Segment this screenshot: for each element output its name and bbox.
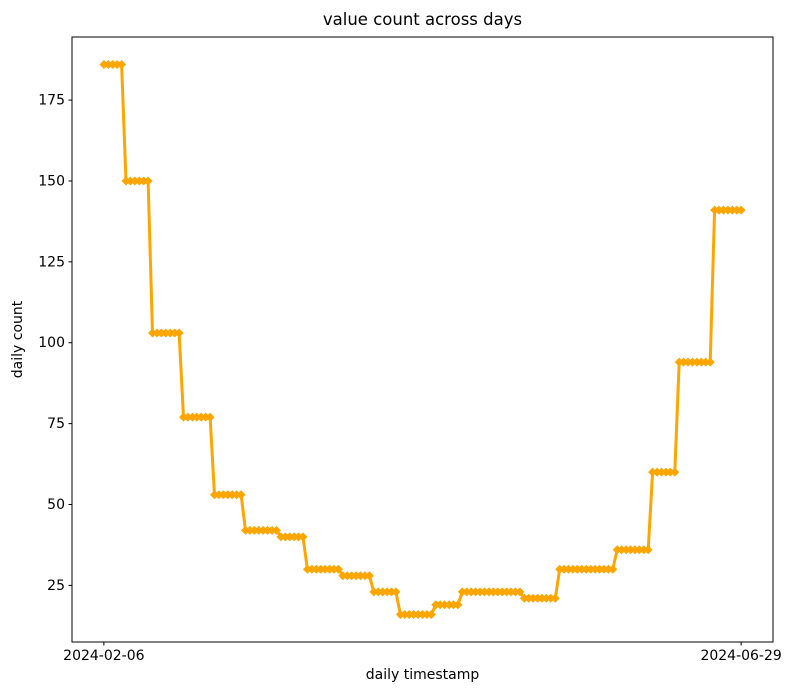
data-point-marker: [453, 600, 463, 610]
data-point-marker: [670, 467, 680, 477]
x-tick-label: 2024-06-29: [700, 648, 781, 664]
y-axis-label: daily count: [10, 300, 26, 378]
plot-area: 25 50 75 100 125 150 175 2024-02-06 2024-06-29: [38, 36, 782, 664]
chart-title: value count across days: [323, 10, 522, 29]
y-tick-label: 50: [47, 497, 65, 513]
data-point-marker: [249, 525, 259, 535]
y-tick-label: 175: [38, 93, 65, 109]
data-line: [102, 63, 743, 616]
data-point-marker: [205, 412, 215, 422]
x-axis-label: daily timestamp: [366, 667, 480, 683]
y-tick-label: 75: [47, 416, 65, 432]
data-point-marker: [174, 328, 184, 338]
y-tick-label: 125: [38, 254, 65, 270]
plot-border: [71, 36, 774, 643]
data-point-marker: [298, 532, 308, 542]
data-point-marker: [515, 587, 525, 597]
data-point-marker: [643, 545, 653, 555]
data-point-marker: [705, 357, 715, 367]
data-point-marker: [426, 610, 436, 619]
y-tick-label: 25: [47, 578, 65, 594]
data-point-marker: [736, 205, 746, 215]
x-tick-label: 2024-02-06: [63, 648, 144, 664]
data-point-marker: [117, 60, 127, 69]
data-point-marker: [272, 525, 281, 535]
data-point-marker: [364, 571, 374, 581]
data-point-marker: [236, 490, 246, 500]
data-point-marker: [143, 176, 153, 186]
data-point-marker: [550, 593, 560, 603]
data-point-marker: [391, 587, 401, 597]
data-point-marker: [333, 564, 343, 574]
y-tick-label: 100: [38, 335, 65, 351]
data-point-marker: [608, 564, 618, 574]
y-tick-label: 150: [38, 173, 65, 189]
